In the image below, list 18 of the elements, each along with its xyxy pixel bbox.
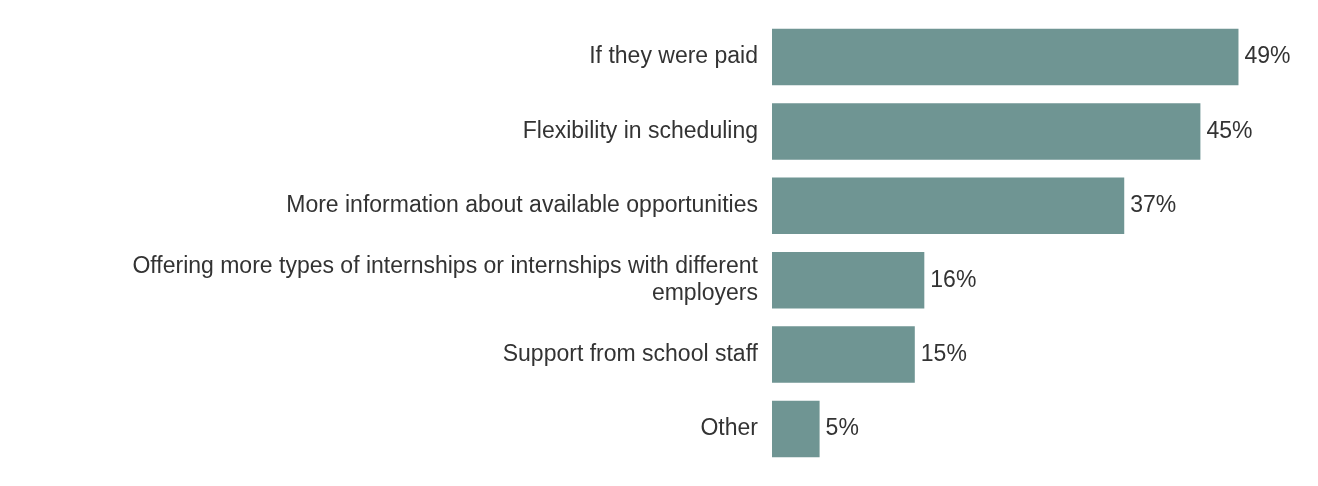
data-label: 37% xyxy=(1130,191,1177,218)
bar xyxy=(772,28,1239,86)
bar xyxy=(772,251,925,309)
data-label: 5% xyxy=(825,414,859,441)
data-label: 15% xyxy=(920,339,967,366)
data-label: 16% xyxy=(930,265,977,292)
y-tick-label: If they were paid xyxy=(589,42,758,69)
bar xyxy=(772,400,820,458)
data-label: 45% xyxy=(1206,116,1253,143)
bar xyxy=(772,177,1125,235)
data-label: 49% xyxy=(1244,42,1291,69)
bar xyxy=(772,103,1201,160)
bar xyxy=(772,326,915,383)
y-tick-label: Other xyxy=(700,414,759,441)
y-tick-label: Offering more types of internships or internships with different employers xyxy=(132,251,759,306)
y-tick-label: Support from school staff xyxy=(502,339,759,366)
y-tick-label: Flexibility in scheduling xyxy=(522,116,758,143)
y-tick-label: More information about available opportunities xyxy=(286,191,758,218)
